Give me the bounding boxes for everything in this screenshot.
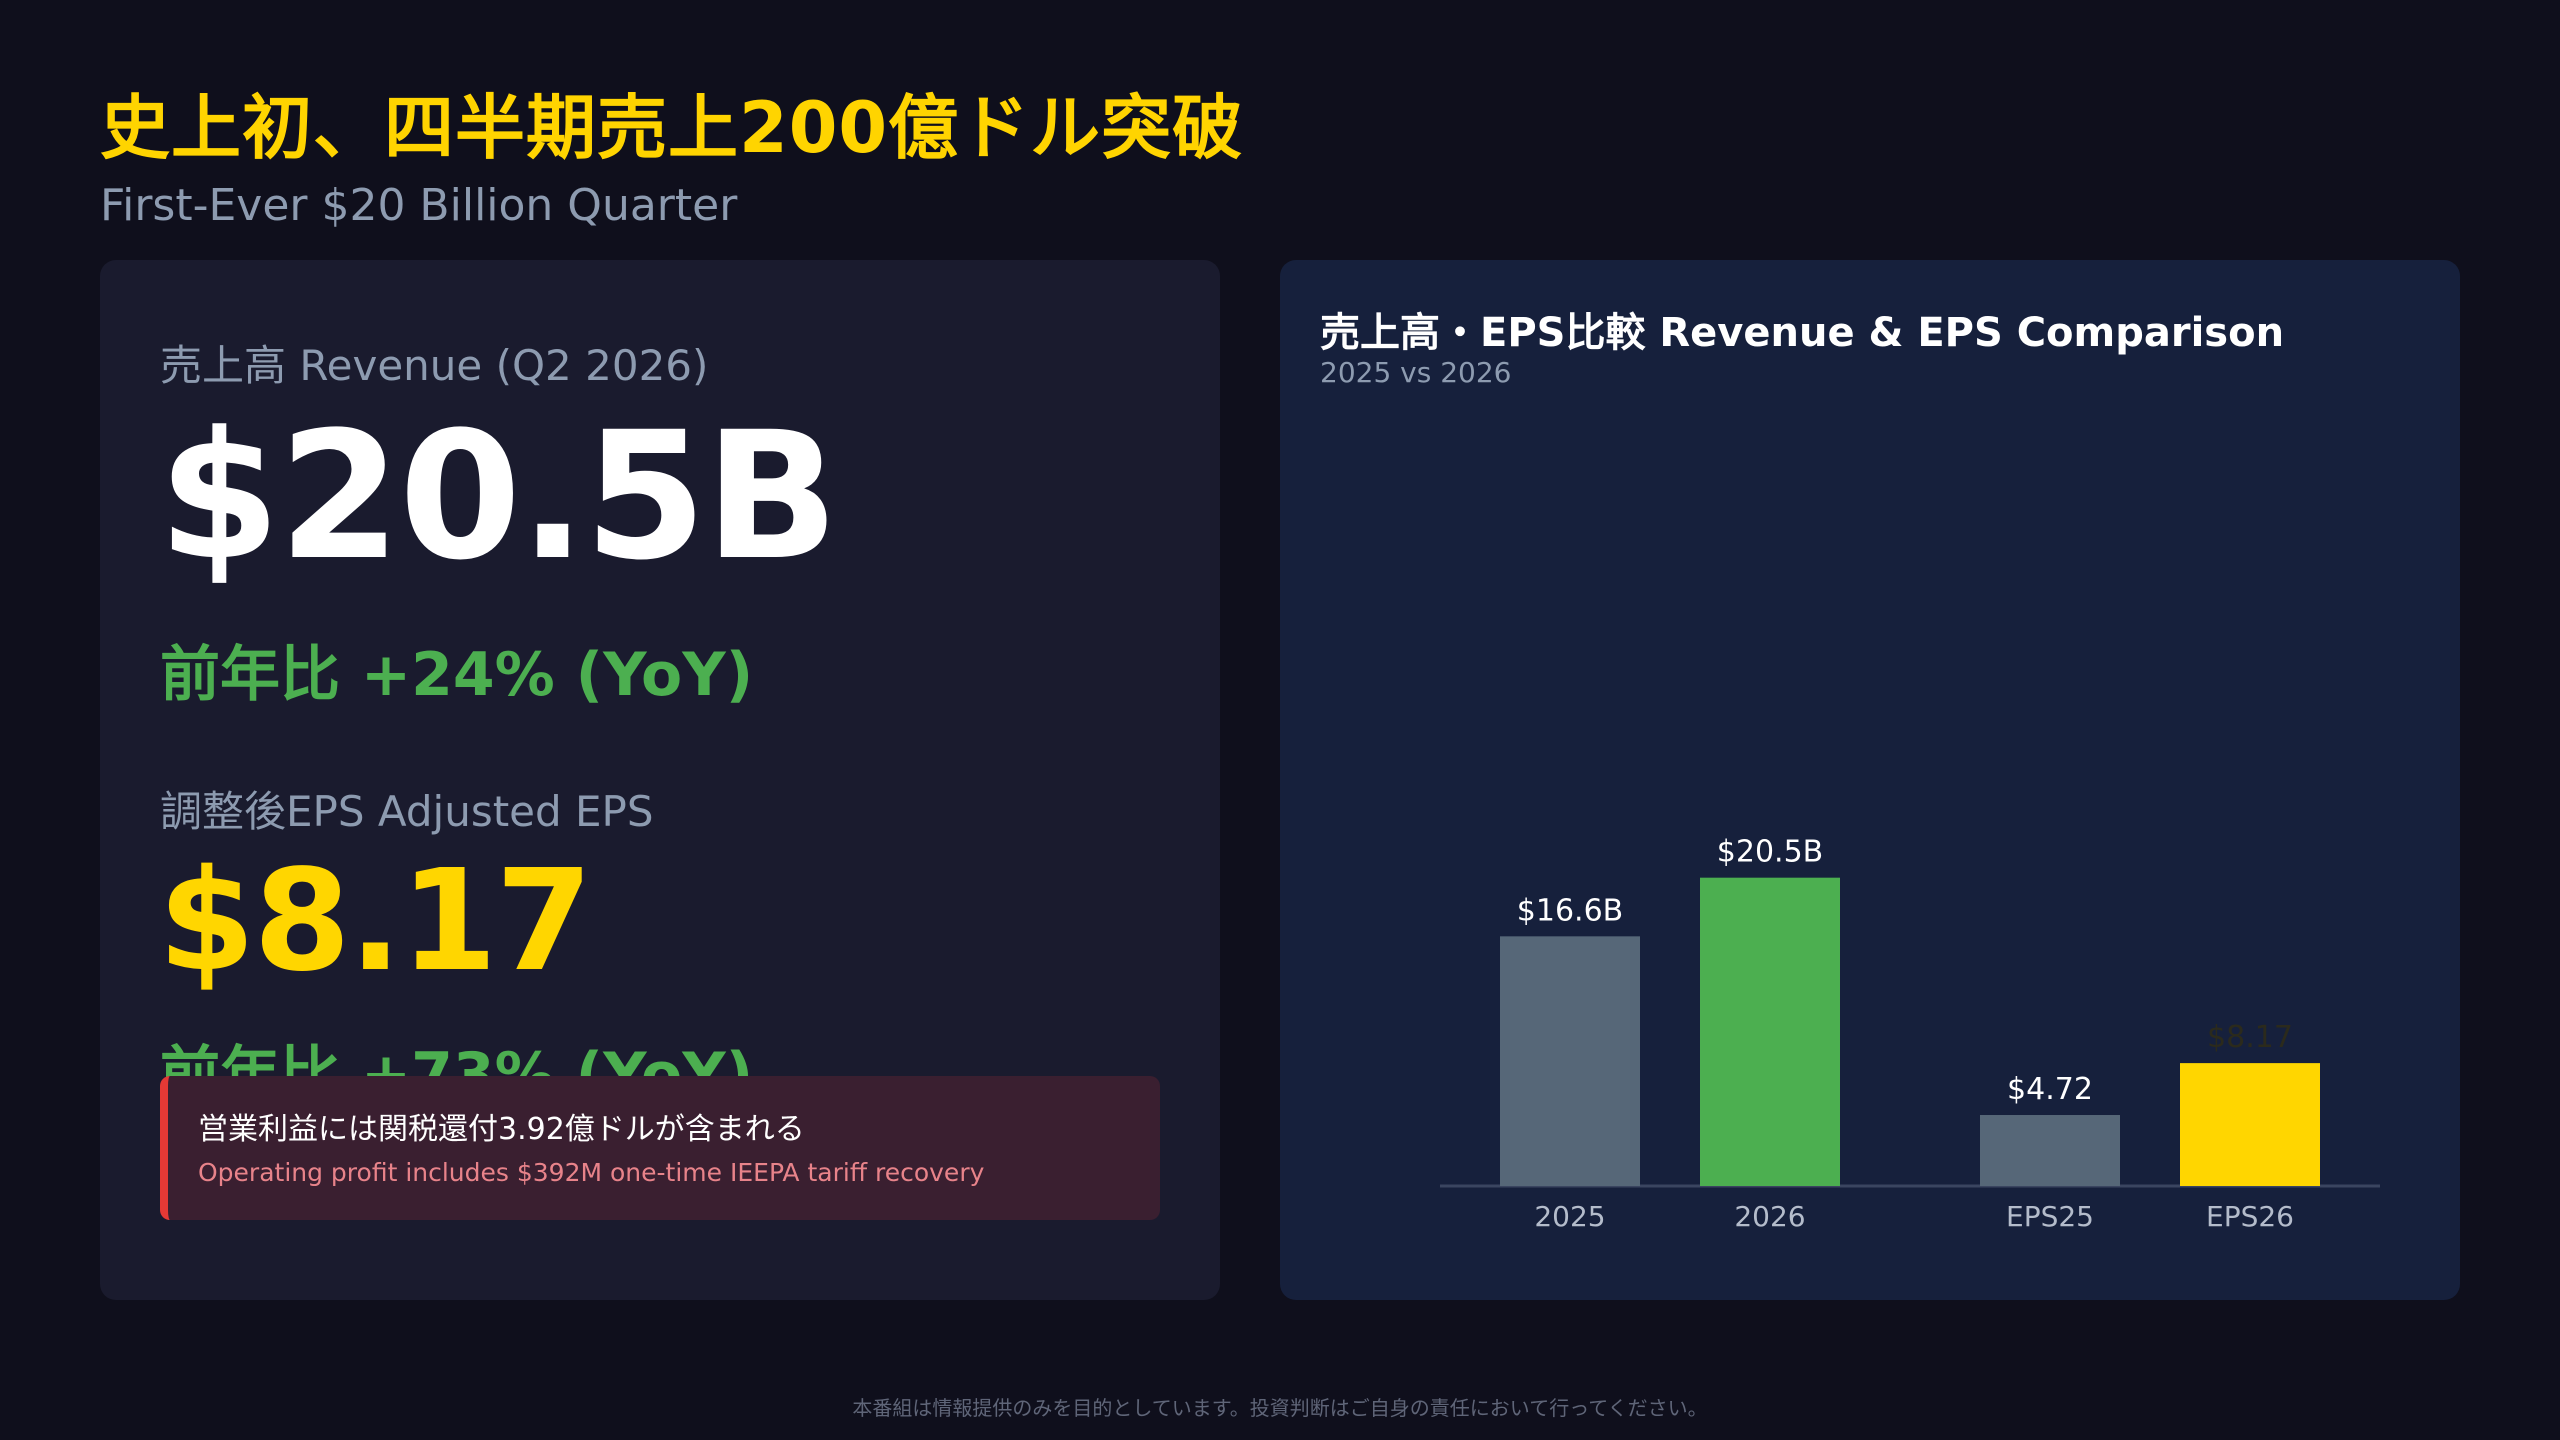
value-label-2025: $16.6B [1517,893,1623,928]
revenue-label: 売上高 Revenue (Q2 2026) [160,341,709,390]
value-label-eps26: $8.17 [2207,1020,2293,1055]
page-title: 史上初、四半期売上200億ドル突破 [100,87,1244,169]
eps-label: 調整後EPS Adjusted EPS [160,787,654,836]
bar-2026 [1700,877,1840,1186]
revenue-growth: 前年比 +24% (YoY) [160,640,754,710]
category-label-eps25: EPS25 [2006,1200,2094,1233]
value-label-2026: $20.5B [1717,835,1823,870]
disclaimer: 本番組は情報提供のみを目的としています。投資判断はご自身の責任において行ってくだ… [852,1396,1708,1420]
page-subtitle: First-Ever $20 Billion Quarter [100,180,738,231]
note-text-en: Operating profit includes $392M one-time… [198,1158,985,1187]
category-label-eps26: EPS26 [2206,1200,2294,1233]
note-text-jp: 営業利益には関税還付3.92億ドルが含まれる [198,1112,805,1147]
eps-value: $8.17 [158,840,593,1003]
chart-subtitle: 2025 vs 2026 [1320,356,1512,389]
kpi-card: 売上高 Revenue (Q2 2026) $20.5B 前年比 +24% (Y… [100,260,1220,1300]
category-label-2025: 2025 [1534,1200,1605,1233]
bar-eps26 [2180,1063,2320,1186]
category-label-2026: 2026 [1734,1200,1805,1233]
bar-chart: $16.6B 2025 $20.5B 2026 $4.72 EPS25 $8.17 EPS26 [1440,835,2380,1233]
revenue-value: $20.5B [158,394,839,599]
chart-bars: $16.6B 2025 $20.5B 2026 $4.72 EPS25 $8.17 EPS26 [1500,835,2320,1233]
chart-card: 売上高・EPS比較 Revenue & EPS Comparison 2025 … [1280,260,2460,1300]
bar-2025 [1500,936,1640,1186]
value-label-eps25: $4.72 [2007,1072,2093,1107]
bar-eps25 [1980,1115,2120,1186]
chart-title: 売上高・EPS比較 Revenue & EPS Comparison [1320,310,2285,356]
tariff-note: 営業利益には関税還付3.92億ドルが含まれる Operating profit … [160,1076,1160,1220]
